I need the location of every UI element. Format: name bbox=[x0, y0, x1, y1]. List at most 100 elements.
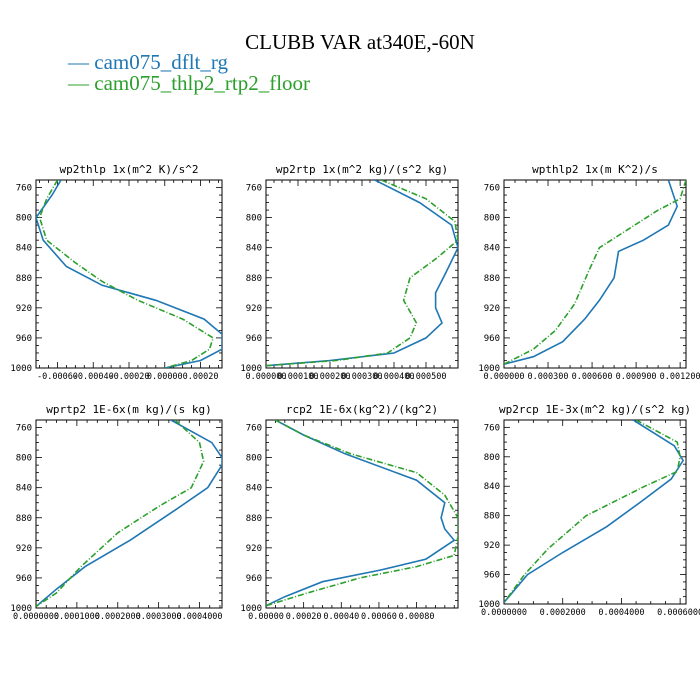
series-line-dflt bbox=[266, 180, 458, 367]
x-tick-label: 0.00020 bbox=[183, 372, 219, 382]
y-tick-label: 920 bbox=[16, 304, 32, 314]
x-tick-label: 0.0000000 bbox=[13, 612, 59, 622]
y-tick-label: 880 bbox=[484, 512, 500, 522]
y-tick-label: 960 bbox=[246, 334, 262, 344]
y-tick-label: 880 bbox=[246, 274, 262, 284]
panel-5: rcp2 1E-6x(kg^2)/(kg^2) 760 800 840 880 920 96… bbox=[240, 403, 459, 622]
y-tick-label: 840 bbox=[16, 484, 32, 494]
x-tick-label: 0.0004000 bbox=[598, 608, 644, 618]
y-tick-label: 960 bbox=[484, 571, 500, 581]
y-tick-label: 840 bbox=[484, 244, 500, 254]
x-tick-label: 0.000200 bbox=[310, 372, 351, 382]
y-tick-label: 880 bbox=[16, 514, 32, 524]
series-line-floor bbox=[266, 180, 458, 367]
x-tick-label: 0.000300 bbox=[342, 372, 383, 382]
y-tick-label: 760 bbox=[484, 184, 500, 194]
panel-2: wp2rtp 1x(m^2 kg)/(s^2 kg) 760 800 840 880 92… bbox=[240, 163, 459, 382]
y-tick-label: 1000 bbox=[10, 364, 32, 374]
plot-frame bbox=[265, 179, 459, 369]
y-tick-label: 1000 bbox=[240, 364, 262, 374]
legend-entry-dflt: — cam075_dflt_rg bbox=[68, 50, 228, 75]
legend-dash-2: — bbox=[68, 71, 95, 95]
plot-frame bbox=[265, 419, 459, 609]
x-tick-label: 0.000100 bbox=[278, 372, 319, 382]
legend-entry-floor: — cam075_thlp2_rtp2_floor bbox=[68, 71, 310, 96]
panel-3: wpthlp2 1x(m K^2)/s 760 800 840 880 920 960 100… bbox=[478, 163, 700, 382]
x-tick-label: 0.0002000 bbox=[95, 612, 141, 622]
y-tick-label: 840 bbox=[246, 484, 262, 494]
y-tick-label: 760 bbox=[246, 424, 262, 434]
y-tick-label: 1000 bbox=[10, 604, 32, 614]
y-tick-label: 880 bbox=[484, 274, 500, 284]
x-tick-label: 0.001200 bbox=[660, 372, 700, 382]
series-line-floor bbox=[504, 180, 686, 365]
series-line-floor bbox=[36, 420, 205, 608]
y-tick-label: 800 bbox=[484, 453, 500, 463]
y-tick-label: 800 bbox=[246, 214, 262, 224]
x-tick-label: 0.00060 bbox=[361, 612, 397, 622]
y-tick-label: 1000 bbox=[478, 600, 500, 610]
x-tick-label: 0.000900 bbox=[616, 372, 657, 382]
y-tick-label: 920 bbox=[246, 544, 262, 554]
series-line-dflt bbox=[266, 420, 456, 607]
legend-label-1: cam075_dflt_rg bbox=[94, 50, 229, 74]
x-tick-label: 0.0001000 bbox=[54, 612, 100, 622]
y-tick-label: 920 bbox=[246, 304, 262, 314]
panel-title: wpthlp2 1x(m K^2)/s bbox=[532, 163, 658, 176]
figure-title: CLUBB VAR at340E,-60N bbox=[245, 30, 475, 54]
y-tick-label: 1000 bbox=[240, 604, 262, 614]
x-tick-label: 0.00080 bbox=[399, 612, 435, 622]
y-tick-label: 880 bbox=[246, 514, 262, 524]
y-tick-label: 960 bbox=[484, 334, 500, 344]
y-tick-label: 800 bbox=[484, 214, 500, 224]
x-tick-label: 0.000300 bbox=[528, 372, 569, 382]
x-tick-label: 0.00020 bbox=[286, 612, 322, 622]
panel-title: wp2rtp 1x(m^2 kg)/(s^2 kg) bbox=[276, 163, 448, 176]
y-tick-label: 760 bbox=[484, 423, 500, 433]
y-tick-label: 960 bbox=[16, 574, 32, 584]
x-tick-label: 0.0006000 bbox=[657, 608, 700, 618]
panel-4: wprtp2 1E-6x(m kg)/(s kg) 760 800 840 880 920… bbox=[10, 403, 222, 622]
legend-dash-1: — bbox=[68, 50, 95, 74]
x-tick-label: -0.00020 bbox=[109, 372, 150, 382]
y-tick-label: 840 bbox=[484, 482, 500, 492]
y-tick-label: 920 bbox=[484, 541, 500, 551]
x-tick-label: 0.0004000 bbox=[176, 612, 222, 622]
x-tick-label: 0.000400 bbox=[374, 372, 415, 382]
y-tick-label: 760 bbox=[246, 184, 262, 194]
plot-frame bbox=[35, 179, 223, 369]
panel-title: wp2rcp 1E-3x(m^2 kg)/(s^2 kg) bbox=[499, 403, 691, 416]
series-line-dflt bbox=[504, 180, 679, 365]
x-tick-label: 0.000600 bbox=[572, 372, 613, 382]
x-tick-label: 0.0003000 bbox=[136, 612, 182, 622]
y-tick-label: 960 bbox=[246, 574, 262, 584]
y-tick-label: 760 bbox=[16, 424, 32, 434]
x-tick-label: -0.00040 bbox=[73, 372, 114, 382]
series-line-floor bbox=[266, 420, 458, 607]
x-tick-label: 0.000000 bbox=[484, 372, 525, 382]
series-line-dflt bbox=[36, 420, 222, 608]
series-line-floor bbox=[504, 420, 681, 603]
x-tick-label: 0.000500 bbox=[406, 372, 447, 382]
y-tick-label: 800 bbox=[16, 454, 32, 464]
panel-title: wprtp2 1E-6x(m kg)/(s kg) bbox=[46, 403, 212, 416]
y-tick-label: 760 bbox=[16, 184, 32, 194]
y-tick-label: 920 bbox=[16, 544, 32, 554]
legend-label-2: cam075_thlp2_rtp2_floor bbox=[94, 71, 311, 95]
plot-frame bbox=[503, 179, 687, 369]
y-tick-label: 800 bbox=[16, 214, 32, 224]
y-tick-label: 840 bbox=[16, 244, 32, 254]
panel-1: wp2thlp 1x(m^2 K)/s^2 760 800 840 880 920 960 1… bbox=[10, 163, 223, 382]
y-tick-label: 840 bbox=[246, 244, 262, 254]
x-tick-label: 0.0000000 bbox=[481, 608, 527, 618]
x-tick-label: 0.00000 bbox=[248, 612, 284, 622]
series-line-dflt bbox=[36, 180, 222, 368]
x-tick-label: 0.00000 bbox=[147, 372, 183, 382]
y-tick-label: 960 bbox=[16, 334, 32, 344]
x-tick-label: -0.00060 bbox=[37, 372, 78, 382]
y-tick-label: 1000 bbox=[478, 364, 500, 374]
x-tick-label: 0.00040 bbox=[323, 612, 359, 622]
y-tick-label: 880 bbox=[16, 274, 32, 284]
plot-frame bbox=[503, 419, 687, 605]
